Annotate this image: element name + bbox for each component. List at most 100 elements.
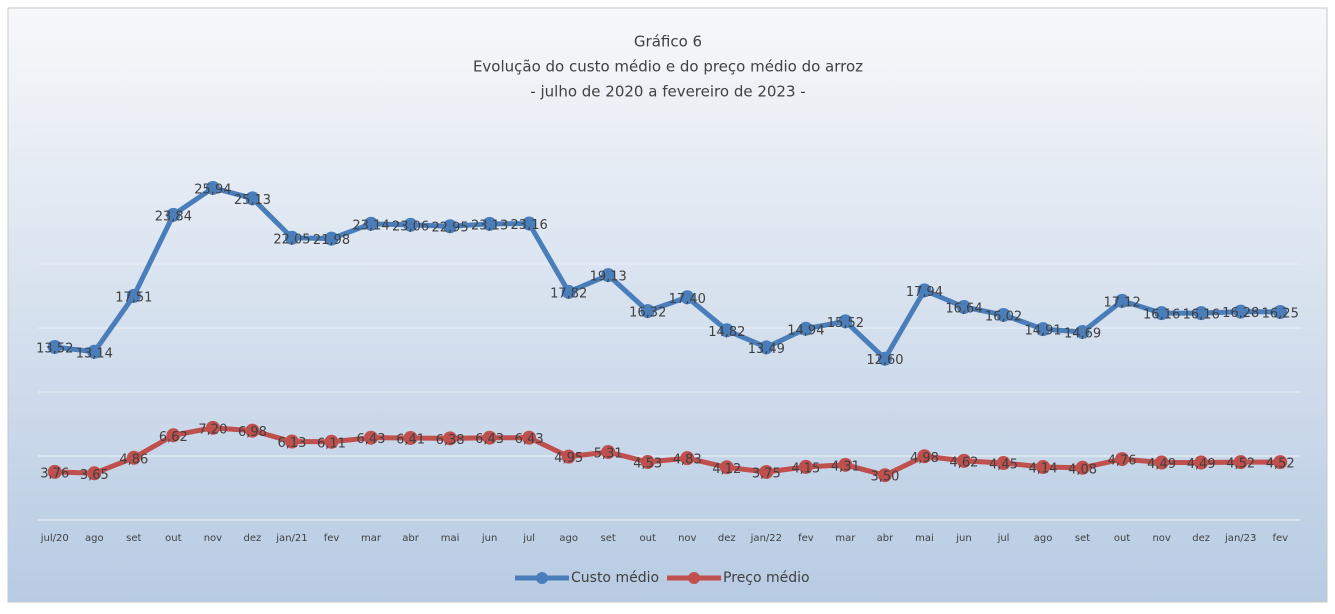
point [601, 268, 616, 283]
data-label: 17,94 [906, 285, 943, 300]
x-tick-label: dez [718, 533, 736, 544]
data-label: 4,62 [950, 455, 979, 470]
data-label: 4,52 [1226, 457, 1255, 472]
x-tick-label: jun [481, 533, 497, 544]
data-label: 6,11 [317, 436, 346, 451]
data-label: 5,31 [594, 447, 623, 462]
point [245, 191, 260, 206]
x-tick-label: abr [402, 533, 419, 544]
data-label: 14,82 [708, 325, 745, 340]
point [1115, 452, 1130, 467]
point [1115, 293, 1130, 308]
x-tick-label: ago [1034, 533, 1053, 544]
data-label: 13,52 [36, 341, 73, 356]
point [601, 445, 616, 460]
data-label: 19,13 [590, 270, 627, 285]
x-tick-label: jan/21 [275, 533, 307, 544]
point [877, 468, 892, 483]
data-label: 4,14 [1029, 462, 1058, 477]
point [1075, 324, 1090, 339]
point [561, 449, 576, 464]
data-label: 4,15 [791, 461, 820, 476]
data-label: 16,02 [985, 309, 1022, 324]
point [166, 207, 181, 222]
point [284, 434, 299, 449]
chart-subtitle: - julho de 2020 a fevereiro de 2023 - [530, 83, 805, 101]
x-tick-label: jan/23 [1224, 533, 1256, 544]
data-label: 4,49 [1147, 457, 1176, 472]
point [47, 464, 62, 479]
chart-subtitle: Evolução do custo médio e do preço médio… [473, 58, 863, 76]
data-label: 4,95 [554, 451, 583, 466]
data-label: 22,95 [431, 221, 468, 236]
data-label: 13,14 [76, 346, 113, 361]
legend-marker [688, 572, 701, 584]
point [482, 430, 497, 445]
x-tick-label: jun [955, 533, 971, 544]
x-tick-label: set [1075, 533, 1090, 544]
data-label: 4,83 [673, 453, 702, 468]
point [284, 230, 299, 245]
data-label: 17,12 [1104, 295, 1141, 310]
point [1273, 455, 1288, 470]
point [719, 460, 734, 475]
data-label: 16,64 [945, 302, 982, 317]
data-label: 3,65 [80, 468, 109, 483]
data-label: 14,91 [1024, 324, 1061, 339]
data-label: 15,52 [827, 316, 864, 331]
data-label: 4,52 [1266, 457, 1295, 472]
point [205, 180, 220, 195]
data-label: 3,75 [752, 467, 781, 482]
data-label: 4,08 [1068, 462, 1097, 477]
point [324, 434, 339, 449]
point [522, 430, 537, 445]
point [87, 466, 102, 481]
data-label: 6,38 [436, 433, 465, 448]
x-tick-label: mai [915, 533, 934, 544]
point [719, 323, 734, 338]
data-label: 21,98 [313, 233, 350, 248]
point [996, 307, 1011, 322]
x-tick-label: jul [997, 533, 1010, 544]
legend-label: Preço médio [723, 570, 810, 586]
point [1036, 460, 1051, 475]
legend-marker [536, 572, 548, 584]
point [759, 340, 774, 355]
data-label: 22,05 [273, 232, 310, 247]
data-label: 4,53 [633, 457, 662, 472]
point [956, 453, 971, 468]
point [522, 216, 537, 231]
data-label: 6,43 [515, 432, 544, 447]
chart-title: Gráfico 6 [634, 33, 702, 51]
point [126, 288, 141, 303]
point [759, 465, 774, 479]
point [364, 216, 379, 231]
point [1154, 306, 1169, 321]
point [1273, 305, 1288, 319]
point [680, 451, 695, 466]
data-label: 4,76 [1108, 454, 1137, 469]
data-label: 6,62 [159, 430, 188, 445]
point [996, 456, 1011, 471]
data-label: 6,13 [277, 436, 306, 451]
data-label: 3,76 [40, 466, 69, 481]
point [956, 300, 971, 315]
point [205, 420, 220, 435]
point [838, 314, 853, 329]
point [245, 423, 260, 438]
x-tick-label: mai [441, 533, 460, 544]
data-label: 6,98 [238, 425, 267, 440]
x-tick-label: jul [522, 533, 535, 544]
point [1154, 455, 1169, 470]
data-label: 6,43 [475, 432, 504, 447]
point [798, 321, 813, 336]
point [1233, 455, 1248, 470]
data-label: 4,31 [831, 459, 860, 474]
point [561, 284, 576, 299]
data-label: 17,51 [115, 290, 152, 305]
point [1075, 460, 1090, 475]
point [403, 430, 418, 445]
point [324, 231, 339, 246]
x-tick-label: abr [877, 533, 894, 544]
point [838, 457, 853, 472]
